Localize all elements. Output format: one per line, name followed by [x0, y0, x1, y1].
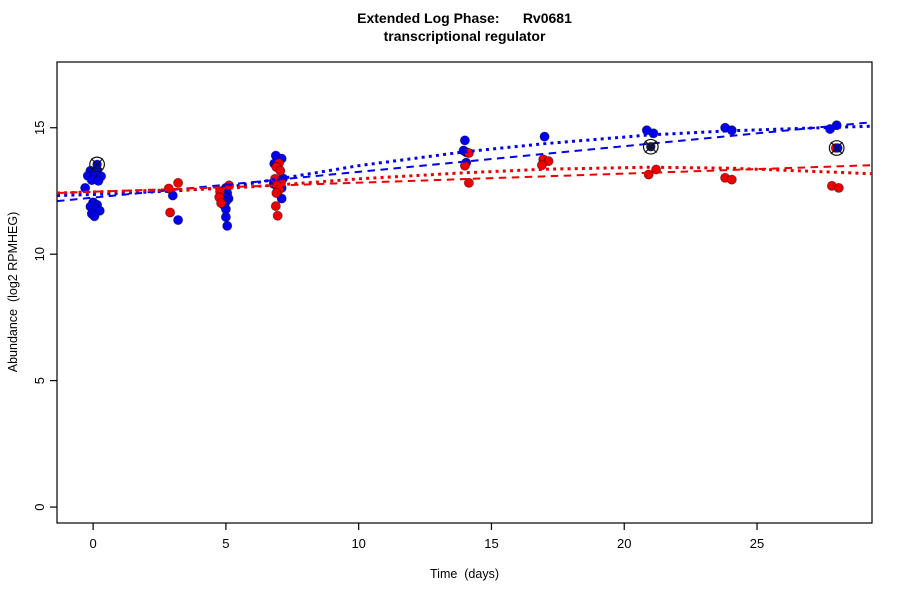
data-point-red	[270, 201, 281, 212]
data-point-red	[463, 177, 474, 188]
data-point-red	[165, 207, 176, 218]
plot-frame	[56, 61, 873, 524]
data-point-red	[275, 165, 286, 176]
flag-circle-icon	[89, 156, 105, 173]
flag-circle-icon	[828, 140, 845, 156]
flagged-data-point	[832, 143, 843, 153]
data-point-red	[216, 198, 227, 209]
data-point-red	[173, 177, 184, 188]
x-tick-label: 0	[89, 536, 96, 551]
data-point-blue	[222, 220, 233, 231]
data-point-blue	[93, 175, 104, 186]
flag-x-icon	[644, 140, 658, 153]
data-point-red	[272, 210, 283, 221]
data-point-red	[536, 160, 547, 171]
x-tick-label: 20	[617, 536, 631, 551]
flag-x-icon	[830, 141, 843, 155]
chart-title-block: Extended Log Phase: Rv0681 transcription…	[57, 9, 872, 45]
data-point-blue	[539, 131, 550, 142]
data-point-red	[833, 182, 844, 193]
x-axis-label: Time (days)	[430, 567, 499, 581]
data-point-blue	[220, 212, 231, 223]
chart-subtitle: transcriptional regulator	[383, 28, 546, 44]
trend-line-red-smooth-fit	[56, 165, 873, 195]
data-point-red	[271, 187, 282, 198]
flag-x-icon	[90, 158, 104, 171]
chart-title: Extended Log Phase: Rv0681	[357, 10, 572, 26]
data-point-red	[643, 169, 654, 180]
trend-line-red-linear-fit	[56, 164, 873, 194]
x-tick-label: 15	[484, 536, 498, 551]
data-point-red	[726, 174, 737, 185]
y-tick-label: 0	[32, 503, 47, 510]
x-tick-label: 5	[222, 536, 229, 551]
x-tick-label: 25	[750, 536, 764, 551]
y-tick-label: 10	[32, 247, 47, 261]
y-tick-label: 15	[32, 121, 47, 135]
flag-circle-icon	[642, 138, 659, 155]
data-point-blue	[459, 135, 470, 146]
data-point-blue	[173, 215, 184, 226]
y-tick-label: 5	[32, 377, 47, 384]
data-point-blue	[89, 211, 100, 222]
x-tick-label: 10	[351, 536, 365, 551]
